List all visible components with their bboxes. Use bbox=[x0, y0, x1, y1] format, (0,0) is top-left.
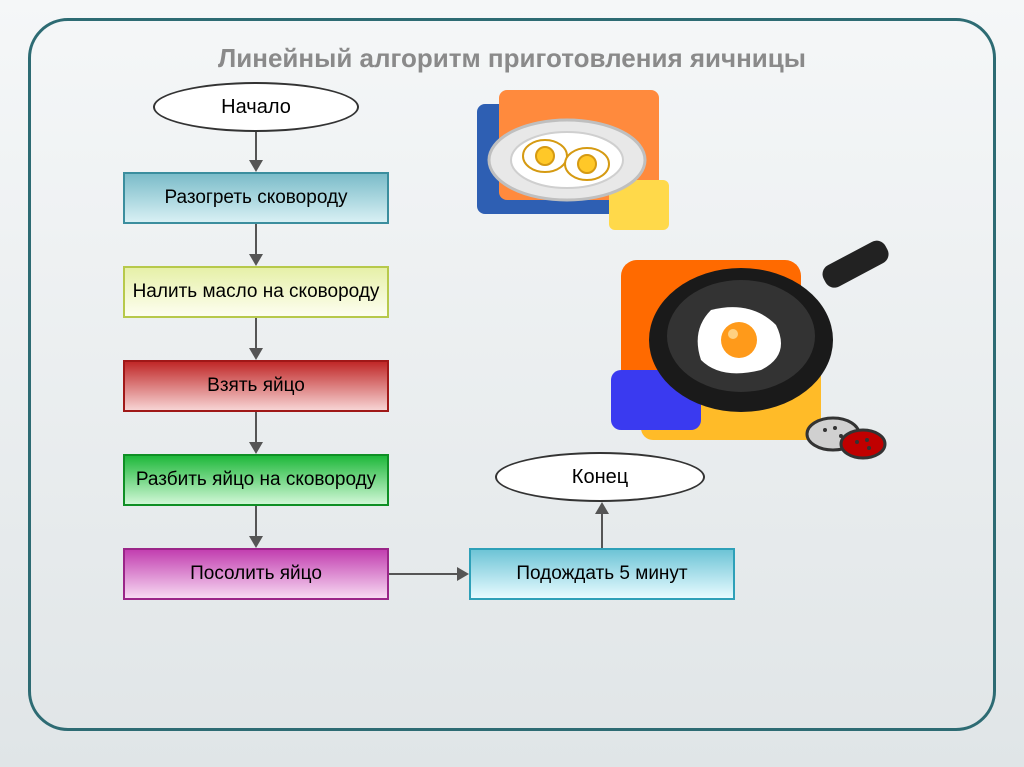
arrow-head bbox=[249, 442, 263, 454]
arrow bbox=[255, 224, 257, 254]
arrow bbox=[255, 318, 257, 348]
flowchart-canvas: Начало Разогреть сковороду Налить масло … bbox=[61, 82, 963, 702]
node-s3: Взять яйцо bbox=[123, 360, 389, 412]
node-label: Взять яйцо bbox=[207, 375, 305, 397]
arrow bbox=[255, 132, 257, 160]
eggs-plate-illustration bbox=[459, 90, 679, 250]
node-s4: Разбить яйцо на сковороду bbox=[123, 454, 389, 506]
arrow-head bbox=[595, 502, 609, 514]
arrow bbox=[389, 573, 457, 575]
main-frame: Линейный алгоритм приготовления яичницы … bbox=[28, 18, 996, 731]
pan-icon bbox=[601, 230, 901, 470]
node-s6: Подождать 5 минут bbox=[469, 548, 735, 600]
node-label: Начало bbox=[221, 96, 291, 119]
arrow bbox=[255, 412, 257, 442]
frying-pan-illustration bbox=[601, 230, 901, 470]
node-start: Начало bbox=[153, 82, 359, 132]
plate-icon bbox=[459, 90, 679, 250]
node-label: Подождать 5 минут bbox=[516, 563, 687, 585]
node-s2: Налить масло на сковороду bbox=[123, 266, 389, 318]
page-title: Линейный алгоритм приготовления яичницы bbox=[61, 43, 963, 74]
arrow-head bbox=[457, 567, 469, 581]
node-label: Разогреть сковороду bbox=[164, 187, 347, 209]
arrow-head bbox=[249, 160, 263, 172]
arrow bbox=[255, 506, 257, 536]
arrow-head bbox=[249, 348, 263, 360]
arrow-head bbox=[249, 536, 263, 548]
arrow bbox=[601, 514, 603, 548]
arrow-head bbox=[249, 254, 263, 266]
node-label: Налить масло на сковороду bbox=[133, 281, 380, 303]
node-label: Разбить яйцо на сковороду bbox=[136, 469, 376, 491]
node-label: Посолить яйцо bbox=[190, 563, 322, 585]
node-s1: Разогреть сковороду bbox=[123, 172, 389, 224]
node-s5: Посолить яйцо bbox=[123, 548, 389, 600]
